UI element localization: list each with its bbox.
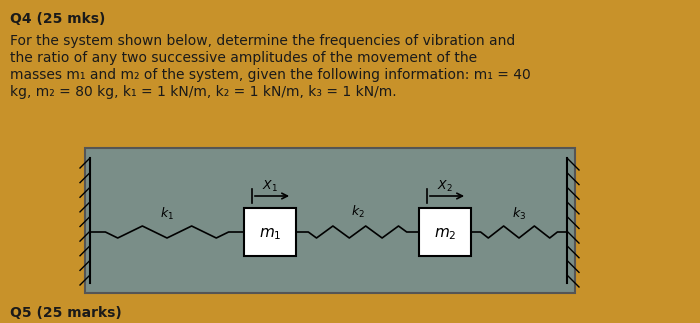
- Text: $k_1$: $k_1$: [160, 206, 174, 222]
- Text: masses m₁ and m₂ of the system, given the following information: m₁ = 40: masses m₁ and m₂ of the system, given th…: [10, 68, 531, 82]
- Text: $m_1$: $m_1$: [259, 226, 281, 242]
- Text: the ratio of any two successive amplitudes of the movement of the: the ratio of any two successive amplitud…: [10, 51, 477, 65]
- Text: $m_2$: $m_2$: [434, 226, 456, 242]
- Text: $X_1$: $X_1$: [262, 178, 278, 193]
- Text: Q4 (25 mks): Q4 (25 mks): [10, 12, 106, 26]
- Text: $k_2$: $k_2$: [351, 204, 365, 220]
- Text: For the system shown below, determine the frequencies of vibration and: For the system shown below, determine th…: [10, 34, 515, 48]
- Text: $k_3$: $k_3$: [512, 206, 526, 222]
- Text: Q5 (25 marks): Q5 (25 marks): [10, 306, 122, 320]
- Bar: [85, 148, 575, 293]
- Text: kg, m₂ = 80 kg, k₁ = 1 kN/m, k₂ = 1 kN/m, k₃ = 1 kN/m.: kg, m₂ = 80 kg, k₁ = 1 kN/m, k₂ = 1 kN/m…: [10, 85, 397, 99]
- Bar: [244, 208, 296, 256]
- Bar: [419, 208, 471, 256]
- Text: $X_2$: $X_2$: [437, 178, 453, 193]
